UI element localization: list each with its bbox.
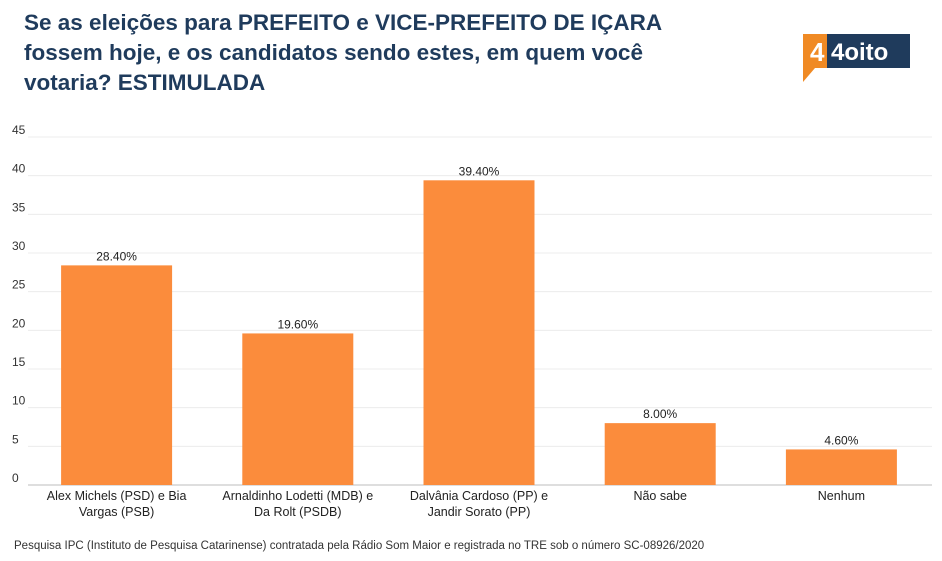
x-tick-label: Alex Michels (PSD) e Bia	[47, 489, 187, 503]
bar	[423, 180, 535, 485]
y-tick-label: 45	[12, 123, 26, 137]
y-tick-label: 25	[12, 278, 26, 292]
y-tick-label: 10	[12, 394, 26, 408]
bar	[785, 449, 897, 485]
x-tick-label: Nenhum	[818, 489, 865, 503]
x-tick-label: Arnaldinho Lodetti (MDB) e	[222, 489, 373, 503]
y-tick-label: 15	[12, 355, 26, 369]
y-tick-label: 30	[12, 239, 26, 253]
bar	[242, 333, 354, 485]
y-tick-label: 40	[12, 162, 26, 176]
x-tick-label: Jandir Sorato (PP)	[428, 505, 531, 519]
x-tick-label: Dalvânia Cardoso (PP) e	[410, 489, 548, 503]
y-tick-label: 5	[12, 432, 19, 446]
logo-text: 4oito	[831, 39, 888, 66]
svg-text:4: 4	[810, 37, 825, 67]
chart-title: Se as eleições para PREFEITO e VICE-PREF…	[24, 10, 662, 95]
y-tick-label: 20	[12, 316, 26, 330]
data-label: 8.00%	[643, 407, 677, 421]
x-tick-label: Vargas (PSB)	[79, 505, 155, 519]
y-tick-label: 35	[12, 200, 26, 214]
chart-footnote: Pesquisa IPC (Instituto de Pesquisa Cata…	[14, 540, 705, 552]
bar	[604, 423, 716, 485]
x-tick-label: Não sabe	[633, 489, 687, 503]
data-label: 39.40%	[459, 164, 500, 178]
x-tick-label: Da Rolt (PSDB)	[254, 505, 342, 519]
bar	[61, 265, 173, 485]
data-label: 28.40%	[96, 249, 137, 263]
data-label: 4.60%	[824, 433, 858, 447]
data-label: 19.60%	[277, 317, 318, 331]
4oito-logo: 4 4oito	[803, 34, 910, 82]
y-tick-label: 0	[12, 471, 19, 485]
